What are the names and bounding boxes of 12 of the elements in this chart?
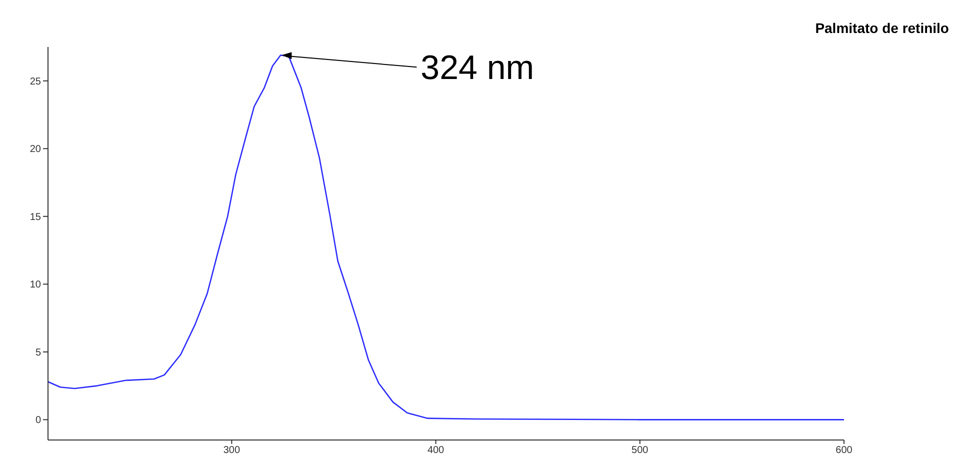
y-tick-label: 20 bbox=[30, 144, 42, 156]
annotation: 324 nm bbox=[420, 49, 534, 88]
y-tick-label: 0 bbox=[35, 415, 42, 426]
x-tick-label: 500 bbox=[632, 445, 649, 456]
text: Palmitato de retinilo bbox=[815, 20, 949, 36]
y-tick-label: 25 bbox=[30, 76, 42, 88]
x-tick-label: 600 bbox=[836, 445, 853, 456]
y-tick-label: 5 bbox=[35, 347, 42, 358]
x-tick-label: 400 bbox=[427, 445, 445, 456]
x-tick-label: 300 bbox=[223, 445, 240, 456]
y-tick-label: 10 bbox=[30, 280, 42, 291]
y-tick-label: 15 bbox=[30, 212, 42, 223]
